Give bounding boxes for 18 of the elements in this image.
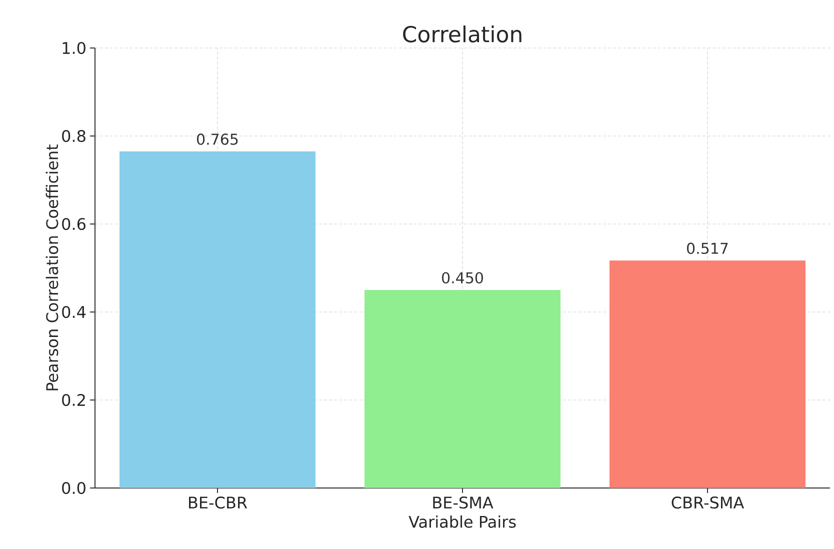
y-tick-label: 1.0 — [62, 42, 86, 54]
chart-title: Correlation — [403, 25, 522, 42]
x-tick-label: BE-CBR — [189, 496, 248, 509]
bar — [364, 290, 561, 488]
y-tick-label: 0.8 — [62, 130, 86, 142]
x-axis-title: Variable Pairs — [408, 515, 516, 528]
bar — [610, 260, 806, 488]
y-axis-title: Pearson Correlation Coefficient — [46, 144, 58, 390]
x-tick-label: CBR-SMA — [672, 496, 744, 509]
y-tick-label: 0.4 — [62, 306, 86, 318]
data-label: 0.450 — [442, 272, 483, 284]
bar — [120, 151, 316, 488]
data-label: 0.517 — [687, 242, 728, 254]
y-tick-label: 0.6 — [62, 218, 86, 230]
data-label: 0.765 — [197, 134, 238, 145]
y-tick-label: 0.2 — [62, 394, 85, 406]
y-tick-label: 0.0 — [62, 482, 86, 494]
x-tick-label: BE-SMA — [433, 496, 494, 509]
